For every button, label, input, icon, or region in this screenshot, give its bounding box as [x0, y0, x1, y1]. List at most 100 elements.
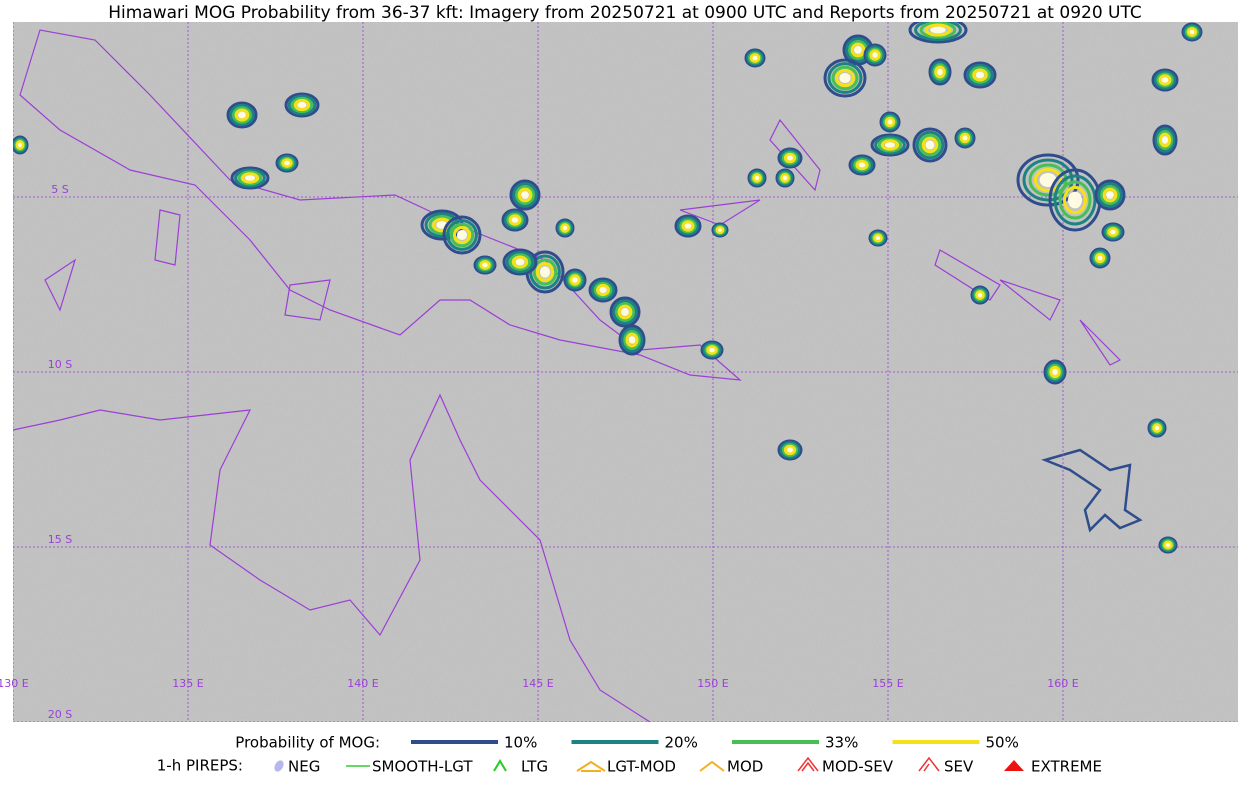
- contour: [715, 225, 725, 235]
- contour: [1033, 168, 1063, 192]
- contour: [932, 63, 948, 81]
- contour: [479, 260, 491, 270]
- contour: [970, 285, 990, 305]
- legend-label: 1-h PIREPS:: [157, 757, 243, 775]
- contour: [928, 58, 952, 86]
- lon-label: 140 E: [347, 677, 378, 690]
- contour-core: [786, 447, 794, 453]
- contour: [744, 48, 766, 68]
- pirep-icon: [576, 760, 606, 772]
- contour: [503, 210, 527, 230]
- contour: [706, 345, 718, 355]
- lat-label: 10 S: [48, 358, 72, 371]
- contour: [615, 302, 635, 322]
- contour: [1153, 70, 1177, 90]
- contour: [1063, 185, 1087, 215]
- contour: [958, 131, 972, 145]
- contour: [620, 327, 644, 353]
- contour: [1186, 27, 1198, 37]
- contour: [853, 158, 871, 172]
- contour: [679, 218, 697, 234]
- contour: [867, 47, 883, 63]
- contour-core: [839, 72, 851, 84]
- contour-core: [572, 277, 578, 283]
- contour: [446, 219, 478, 251]
- contour: [963, 61, 997, 89]
- contour: [855, 159, 869, 171]
- contour-core: [684, 223, 692, 229]
- lat-label: 15 S: [48, 533, 72, 546]
- contour: [848, 154, 876, 176]
- contour: [972, 68, 988, 82]
- contour-core: [456, 229, 468, 241]
- contour: [1151, 68, 1179, 92]
- contours: [13, 22, 1203, 554]
- contour: [702, 342, 722, 358]
- contour: [512, 182, 538, 208]
- coastline: [44, 209, 331, 321]
- coastline: [13, 393, 651, 722]
- coastline: [679, 118, 1122, 366]
- contour: [475, 257, 495, 273]
- contour: [1107, 227, 1119, 237]
- contour: [954, 127, 976, 149]
- contour: [1156, 130, 1174, 150]
- contour: [775, 168, 795, 188]
- contour: [569, 274, 581, 286]
- lon-label: 155 E: [872, 677, 903, 690]
- contour: [746, 50, 764, 66]
- contour: [780, 173, 790, 183]
- contour: [1100, 185, 1120, 205]
- contour: [956, 129, 974, 147]
- contour: [1183, 24, 1201, 40]
- contour-core: [975, 71, 985, 79]
- contour: [442, 215, 482, 255]
- contour: [508, 253, 532, 271]
- contour: [1163, 540, 1173, 550]
- contour-core: [718, 228, 722, 232]
- contour: [596, 283, 610, 297]
- contour: [779, 149, 801, 167]
- contour-outline: [1041, 448, 1143, 533]
- contour-core: [599, 286, 607, 294]
- contour: [230, 166, 270, 190]
- lon-label: 150 E: [697, 677, 728, 690]
- contour: [617, 304, 633, 320]
- contour: [290, 96, 314, 114]
- contour-core: [977, 292, 983, 298]
- contour: [749, 53, 761, 63]
- contour-core: [244, 175, 256, 181]
- contour: [557, 220, 573, 236]
- contour-core: [621, 308, 629, 316]
- contour: [777, 170, 793, 186]
- contour-core: [875, 236, 881, 240]
- contour: [517, 187, 533, 203]
- grid-labels: 130 E 135 E 140 E 145 E 150 E 155 E 160 E 5 S 10…: [0, 183, 1079, 721]
- contour-core: [782, 175, 788, 181]
- pirep-icon: [1004, 760, 1024, 771]
- legend-entry: MOD-SEV: [822, 758, 894, 776]
- contour-core: [18, 142, 22, 148]
- contour: [924, 23, 952, 37]
- contour: [831, 65, 859, 91]
- lon-label: 160 E: [1047, 677, 1078, 690]
- lon-label: 145 E: [522, 677, 553, 690]
- contour: [237, 170, 263, 186]
- contour-core: [238, 111, 246, 119]
- contour: [1158, 74, 1172, 86]
- legend-entry: LGT-MOD: [607, 758, 676, 776]
- contour-core: [521, 191, 529, 199]
- contour: [865, 45, 885, 65]
- contour: [473, 255, 497, 275]
- contour: [880, 139, 900, 151]
- contour: [779, 441, 801, 459]
- contour: [681, 220, 695, 232]
- contour: [506, 212, 524, 228]
- contour: [1156, 72, 1174, 88]
- pirep-icon: [493, 759, 507, 772]
- contour-core: [930, 26, 946, 34]
- legend-entry: NEG: [288, 758, 320, 776]
- contour: [293, 98, 311, 112]
- contour: [823, 58, 867, 98]
- contour: [674, 214, 702, 238]
